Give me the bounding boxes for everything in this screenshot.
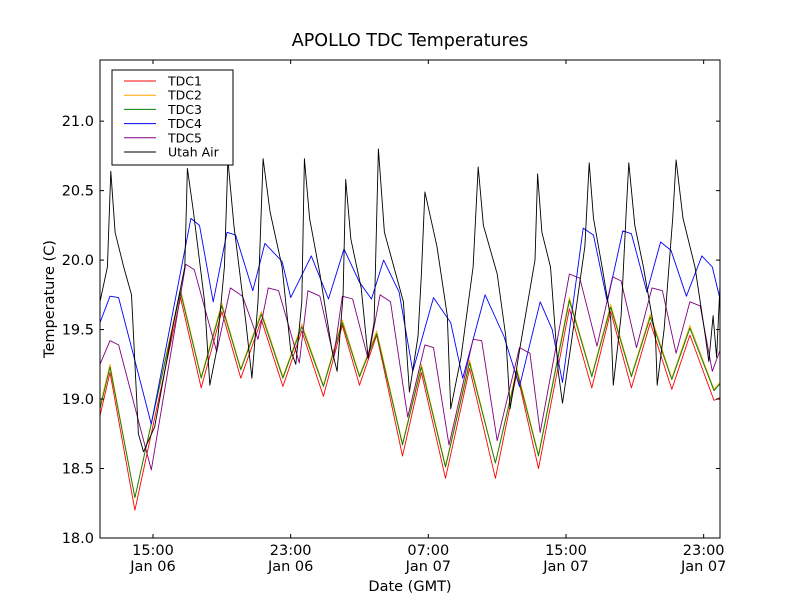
x-tick-label-date: Jan 06 [267, 559, 313, 575]
legend-label-tdc1: TDC1 [167, 74, 202, 89]
series-line-utah-air [99, 148, 721, 453]
y-tick-label: 19.0 [62, 392, 94, 408]
series-line-tdc5 [99, 263, 721, 471]
chart-title: APOLLO TDC Temperatures [292, 31, 528, 51]
y-tick-label: 18.5 [62, 462, 94, 478]
x-tick-label-date: Jan 07 [680, 559, 726, 575]
legend-box [111, 69, 234, 166]
legend-label-tdc5: TDC5 [167, 130, 202, 145]
y-tick-label: 20.5 [62, 184, 94, 200]
x-tick-label-date: Jan 07 [405, 559, 451, 575]
y-tick-label: 19.5 [62, 323, 94, 339]
x-tick-label-time: 15:00 [132, 543, 174, 559]
series-line-tdc4 [99, 217, 721, 425]
x-axis-label: Date (GMT) [368, 579, 451, 595]
x-tick-label-date: Jan 07 [542, 559, 588, 575]
y-tick-label: 18.0 [62, 531, 94, 547]
legend-label-utah-air: Utah Air [168, 145, 220, 160]
x-tick-label-time: 23:00 [683, 543, 725, 559]
x-tick-label-time: 07:00 [407, 543, 449, 559]
series-line-tdc1 [99, 297, 721, 511]
y-axis: 18.0 18.5 19.0 19.5 20.0 20.5 21.0 [62, 114, 720, 547]
x-tick-label-date: Jan 06 [129, 559, 175, 575]
y-axis-label: Temperature (C) [42, 240, 58, 359]
legend-label-tdc2: TDC2 [167, 88, 202, 103]
x-tick-label-time: 23:00 [270, 543, 312, 559]
series-line-tdc3 [99, 291, 721, 499]
legend-label-tdc4: TDC4 [167, 116, 202, 131]
series-line-tdc2 [99, 288, 721, 499]
legend-label-tdc3: TDC3 [167, 102, 202, 117]
y-tick-label: 20.0 [62, 253, 94, 269]
y-tick-label: 21.0 [62, 114, 94, 130]
series-layer [99, 148, 721, 511]
x-tick-label-time: 15:00 [545, 543, 587, 559]
plot-frame [99, 59, 721, 539]
